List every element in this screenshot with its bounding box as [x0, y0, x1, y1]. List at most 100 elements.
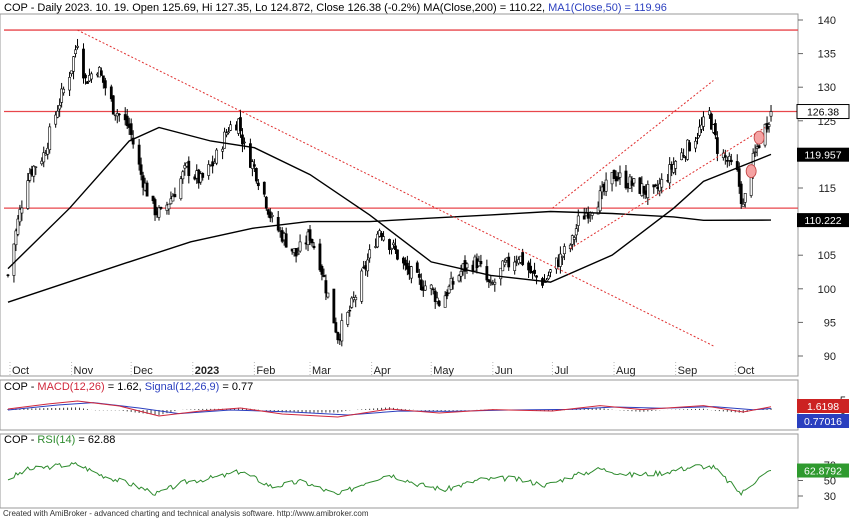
rsi-frame	[0, 433, 799, 509]
time-axis-label: Jul	[554, 365, 568, 377]
candle-body	[318, 243, 322, 271]
candle-body	[99, 70, 103, 76]
candle-body	[141, 175, 145, 188]
candle-body	[739, 183, 743, 204]
candle-body	[376, 233, 379, 248]
time-axis-label: Mar	[312, 365, 331, 377]
price-header-text: COP - Daily 2023. 10. 19. Open 125.69, H…	[4, 2, 548, 14]
candle-body	[632, 178, 636, 184]
candle-body	[598, 190, 602, 212]
macd-header-prefix: COP -	[4, 381, 37, 393]
candle-body	[62, 88, 66, 94]
candle-body	[348, 309, 352, 312]
candle-body	[56, 110, 60, 118]
candle-body	[173, 194, 177, 198]
candle-body	[211, 161, 215, 167]
time-axis-label: Feb	[256, 365, 275, 377]
candle-body	[157, 207, 161, 218]
candle-body	[294, 247, 298, 257]
candle-body	[570, 235, 574, 245]
candle-body	[58, 105, 62, 110]
close-price-badge-border	[796, 104, 850, 120]
candle-body	[312, 245, 316, 249]
candle-body	[560, 256, 564, 258]
rsi-badge-bg	[797, 463, 849, 478]
macd-header: COP - MACD(12,26) = 1.62, Signal(12,26,9…	[4, 381, 253, 393]
candle-body	[12, 243, 16, 276]
candle-body	[72, 56, 75, 72]
macd-badge-bg	[797, 399, 849, 413]
candle-body	[262, 181, 266, 195]
candle-body	[753, 151, 757, 154]
close-price-badge-bg	[797, 104, 849, 119]
candle-body	[499, 267, 503, 280]
candle-body	[145, 182, 149, 197]
candle-body	[382, 236, 385, 241]
candle-body	[521, 252, 525, 265]
candle-body	[723, 155, 727, 158]
candle-body	[268, 211, 272, 219]
candle-body	[388, 239, 391, 250]
macd-legend: MACD(12,26)	[37, 381, 104, 393]
time-axis-label: Oct	[12, 365, 29, 377]
price-tick-label: 105	[818, 250, 836, 262]
time-axis-label: Dec	[133, 365, 153, 377]
candle-body	[409, 266, 413, 279]
price-frame	[0, 13, 799, 377]
candle-body	[549, 269, 552, 273]
candle-body	[582, 215, 586, 220]
candle-body	[86, 81, 89, 84]
candle-body	[296, 253, 300, 255]
candle-body	[249, 143, 252, 168]
candle-body	[459, 271, 463, 277]
candle-body	[40, 160, 44, 165]
rsi-value: = 62.88	[75, 434, 115, 446]
ma200-line	[7, 210, 772, 303]
candle-body	[223, 131, 226, 149]
candle-body	[276, 217, 280, 231]
candle-body	[487, 279, 491, 282]
candle-body	[572, 237, 576, 240]
rsi-line	[7, 462, 772, 496]
candle-body	[715, 137, 719, 154]
macd-badge: 1.6198	[807, 401, 839, 413]
candle-body	[48, 126, 52, 150]
candle-body	[221, 148, 224, 152]
candle-body	[54, 114, 58, 125]
candle-body	[125, 115, 129, 126]
candle-body	[101, 75, 105, 83]
signal-marker	[753, 130, 765, 145]
candle-body	[604, 179, 608, 192]
candle-body	[668, 164, 672, 184]
candle-body	[392, 242, 395, 246]
rsi-header: COP - RSI(14) = 62.88	[4, 434, 115, 446]
rsi-header-prefix: COP -	[4, 434, 37, 446]
candle-body	[159, 207, 163, 209]
candle-body	[320, 266, 324, 275]
candle-body	[187, 160, 191, 176]
candle-body	[660, 179, 664, 188]
candle-body	[485, 266, 489, 281]
candle-body	[117, 113, 121, 116]
candle-body	[324, 280, 328, 294]
candle-body	[225, 132, 228, 136]
rsi-tick-label: 30	[824, 491, 836, 503]
candle-body	[256, 182, 260, 187]
candle-body	[489, 281, 493, 284]
price-tick-label: 90	[824, 351, 836, 363]
candle-body	[710, 113, 713, 130]
candle-body	[215, 149, 219, 164]
candle-body	[336, 332, 340, 341]
signal-marker	[745, 164, 757, 179]
candle-body	[741, 203, 745, 207]
candle-body	[20, 207, 24, 214]
candle-body	[562, 246, 566, 255]
price-panel: 1401351301251201151101051009590OctNovDec…	[0, 13, 850, 377]
time-axis-label: Jun	[495, 365, 513, 377]
candle-body	[207, 164, 211, 176]
time-axis-label: 2023	[195, 365, 219, 377]
candle-body	[131, 137, 135, 145]
candle-body	[103, 80, 107, 89]
signal-value: = 0.77	[219, 381, 253, 393]
